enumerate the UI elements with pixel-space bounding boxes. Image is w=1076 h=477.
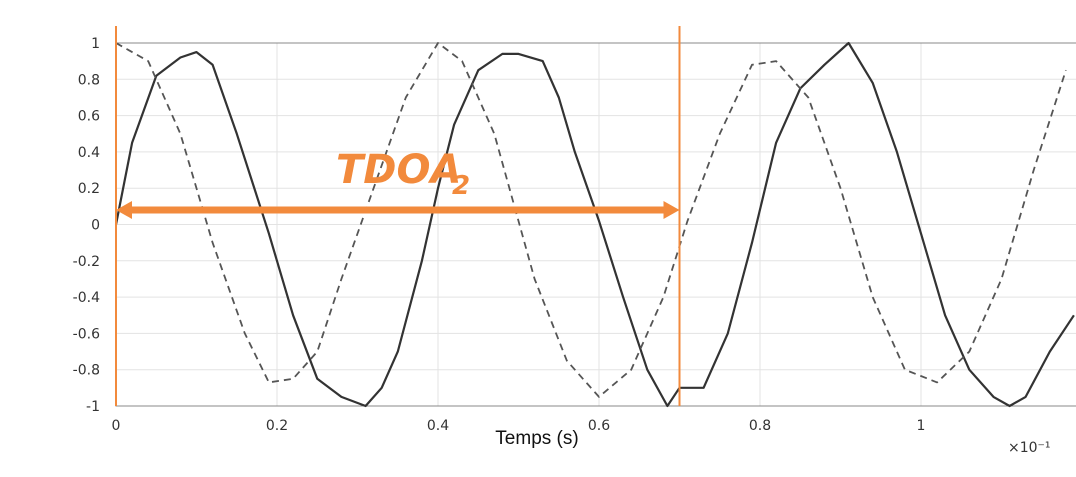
x-axis-label: Temps (s) [495, 428, 578, 449]
x-tick-label: 1 [917, 418, 926, 434]
x-tick-label: 0.4 [427, 418, 449, 434]
y-tick-label: -0.4 [73, 290, 100, 306]
x-tick-label: 0.6 [588, 418, 610, 434]
y-tick-label: 0.4 [78, 145, 100, 161]
x-tick-label: 0.2 [266, 418, 288, 434]
y-tick-label: -0.2 [73, 254, 100, 270]
grid-lines [115, 42, 1076, 407]
x-tick-label: 0.8 [749, 418, 771, 434]
y-tick-label: 0 [91, 218, 100, 234]
dashed-signal-line [115, 42, 1067, 398]
x-tick-label: 0 [112, 418, 121, 434]
y-tick-labels: 1 0.8 0.6 0.4 0.2 0 -0.2 -0.4 -0.6 -0.8 -1 [73, 36, 100, 415]
series-lines [114, 41, 1075, 408]
y-tick-label: -0.8 [73, 363, 100, 379]
x-tick-labels: 0 0.2 0.4 0.6 0.8 1 [112, 418, 926, 434]
tdoa-arrow-head-right [663, 200, 680, 219]
x-scale-factor-label: ×10⁻¹ [1008, 440, 1051, 456]
tdoa-label-subscript: 2 [452, 171, 470, 201]
tdoa-label: TDOA [336, 147, 461, 193]
y-tick-label: 0.6 [78, 109, 100, 125]
y-tick-label: -0.6 [73, 326, 100, 342]
y-tick-label: 0.8 [78, 72, 100, 88]
y-tick-label: -1 [86, 399, 100, 415]
tdoa-arrow-head-left [116, 200, 132, 219]
solid-signal-line [114, 41, 1075, 408]
y-tick-label: 0.2 [78, 181, 100, 197]
y-tick-label: 1 [91, 36, 100, 52]
